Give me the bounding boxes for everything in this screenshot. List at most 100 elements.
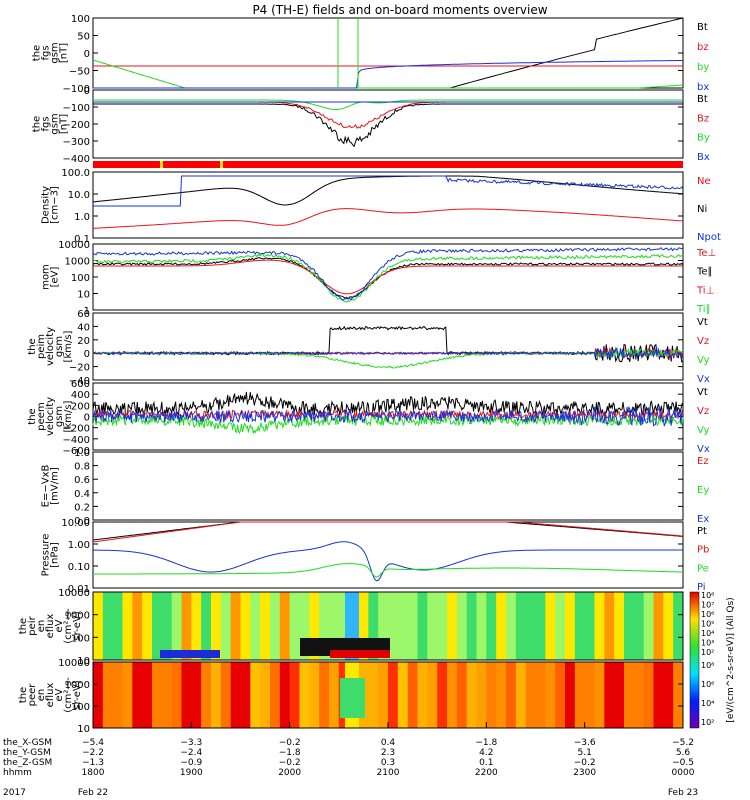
spectrogram-cell <box>279 662 291 728</box>
y-axis-label: thepeirenefluxeV(cm²-s-sr-eV) <box>18 608 83 644</box>
panel-fgs_gsm: 100 50 0 −50 −100 thefgsgsm[nT] Bt bz by bx <box>32 14 710 95</box>
y-tick-label: 100 <box>71 633 90 644</box>
series-By <box>93 99 683 110</box>
spectrogram-cell <box>525 662 536 728</box>
panel-pressure: 10.00 1.00 0.10 0.01 Pressure[nPa] Pt Pb Pe Pi <box>41 518 710 595</box>
chart-title: P4 (TH-E) fields and on-board moments ov… <box>252 3 547 17</box>
legend-entry: Pi <box>697 582 706 593</box>
spectrogram-cell <box>515 592 527 660</box>
spectrogram-cell <box>417 592 428 660</box>
y-tick-label: −100 <box>63 103 90 114</box>
y-tick-label: 0 <box>84 49 90 60</box>
legend-entry: By <box>697 133 710 144</box>
y-axis-label-line: sr-eV) <box>72 611 83 640</box>
spectrogram-cell <box>673 662 684 728</box>
spectrogram-cell <box>456 592 468 660</box>
x-tick-label: 1900 <box>180 768 203 778</box>
spectrogram-cell <box>574 592 586 660</box>
y-axis-label-line: [nT] <box>59 114 70 134</box>
x-axis-labels: the_X-GSM −5.4 −3.3 −0.2 0.4 −1.8 −3.6 −5.2 the_… <box>3 722 698 798</box>
spectrogram-cell <box>653 592 664 660</box>
series-Npot <box>93 175 684 207</box>
y-tick-label: 1000 <box>65 611 90 622</box>
legend-entry: Te⊥ <box>696 248 716 259</box>
x-tick-label: 4.2 <box>479 748 493 758</box>
series-Bt <box>93 17 684 89</box>
x-row-label: the_Y-GSM <box>3 748 51 758</box>
colorbar-tick: 10⁸ <box>701 661 714 670</box>
y-tick-label: 600 <box>71 379 90 390</box>
spectrogram-cell <box>112 592 123 660</box>
spectrogram-cell <box>220 662 232 728</box>
spectrogram-cell <box>604 592 615 660</box>
y-axis-label-line: gsm <box>54 336 65 357</box>
legend-entry: Ti∥ <box>696 304 711 315</box>
panel-frame <box>92 591 684 661</box>
spectrogram-cell <box>319 592 330 660</box>
y-axis-label-line: [eV] <box>50 267 61 288</box>
spectrogram-cell <box>663 592 674 660</box>
spectrogram-cell <box>102 662 114 728</box>
spectrogram-feature <box>340 678 365 718</box>
spectrogram-cell <box>417 662 428 728</box>
spectrogram-cell <box>437 662 448 728</box>
spectrogram-cell <box>624 592 635 660</box>
spectrogram-cell <box>673 592 684 660</box>
y-axis-label-line: (cm²-s- <box>63 608 74 644</box>
series-Te-perp <box>93 259 683 295</box>
spectrogram-cell <box>555 662 566 728</box>
spectrogram-cell <box>378 662 389 728</box>
y-axis-label-line: mom <box>41 264 52 290</box>
spectrogram-cell <box>171 662 182 728</box>
spectrogram-cell <box>427 662 438 728</box>
y-axis-label-line: eV <box>54 688 65 701</box>
spectrogram-cell <box>535 592 546 660</box>
y-tick-label: 100 <box>71 14 90 25</box>
y-tick-label: −300 <box>63 137 90 148</box>
legend-entry: bx <box>697 82 709 93</box>
spectrogram-cell <box>220 592 232 660</box>
legend-entry: Vt <box>697 317 708 328</box>
spectrogram-cell <box>142 592 153 660</box>
y-axis-label-line: the <box>32 45 43 61</box>
y-tick-label: 0 <box>84 413 90 424</box>
y-tick-label: 100.0 <box>61 168 90 179</box>
y-axis-label-line: eflux <box>45 683 56 708</box>
y-tick-label: 0.0 <box>74 516 90 527</box>
series-Vt <box>92 391 684 417</box>
spectrogram-cell <box>152 592 163 660</box>
y-axis-label-line: en <box>36 689 47 702</box>
legend-entry: Vz <box>697 406 709 417</box>
y-axis-label: thefgsgsm[nT] <box>32 42 70 63</box>
y-tick-label: 0.4 <box>74 489 90 500</box>
y-axis-label-line: the <box>27 338 38 354</box>
spectrogram-cell <box>506 592 517 660</box>
series-Pi <box>93 541 683 582</box>
legend-entry: Ex <box>697 514 709 525</box>
spectrogram-cell <box>358 592 369 660</box>
spectrogram-cell <box>594 662 605 728</box>
spectrogram-cell <box>132 592 143 660</box>
x-tick-label: −0.9 <box>180 758 202 768</box>
x-tick-label: 0.3 <box>381 758 395 768</box>
panel-frame <box>92 451 684 521</box>
x-tick-label: 2300 <box>573 768 596 778</box>
spectrogram-cell <box>466 592 477 660</box>
y-tick-label: 20 <box>77 336 90 347</box>
spectrogram-low-band <box>330 650 390 658</box>
spectrogram-cell <box>565 592 576 660</box>
panel-frame <box>92 243 684 311</box>
spectrogram-cell <box>574 662 586 728</box>
y-tick-label: 0 <box>84 349 90 360</box>
spectrogram-cell <box>319 662 330 728</box>
y-tick-label: −400 <box>63 435 90 446</box>
panel-efield: 1.0 0.8 0.6 0.4 0.2 0.0 E=−VxB[mV/m] Ez Ey Ex <box>41 448 710 527</box>
y-tick-label: 1 <box>84 306 90 317</box>
legend-entry: Vt <box>697 387 708 398</box>
y-axis-label: Pressure[nPa] <box>41 534 61 577</box>
spectrogram-cell <box>309 592 320 660</box>
spectrogram-cell <box>653 662 664 728</box>
y-tick-label: 10000 <box>58 658 90 669</box>
y-tick-label: 10 <box>77 724 90 735</box>
